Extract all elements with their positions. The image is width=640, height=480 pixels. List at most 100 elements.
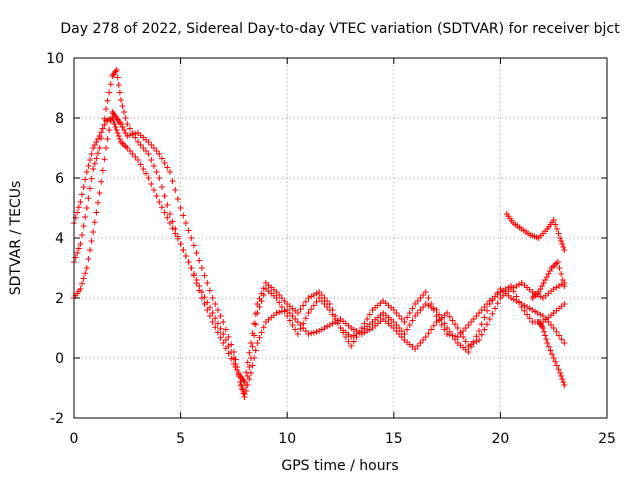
data-point: [249, 330, 256, 337]
data-point: [91, 219, 98, 226]
data-point: [452, 321, 459, 328]
data-point: [88, 151, 95, 157]
data-point: [148, 142, 155, 148]
data-point: [243, 369, 250, 376]
data-point: [513, 293, 520, 300]
x-tick-label: 25: [598, 431, 616, 447]
data-point: [543, 336, 550, 343]
data-point: [414, 310, 421, 316]
data-point: [281, 298, 288, 304]
data-point: [409, 317, 416, 324]
data-point: [77, 286, 84, 292]
data-point: [78, 232, 85, 238]
data-point: [454, 325, 461, 331]
data-point: [417, 307, 424, 313]
data-point: [86, 247, 93, 253]
data-point: [177, 205, 184, 211]
data-point: [273, 295, 280, 301]
data-point: [553, 328, 560, 335]
data-point: [182, 220, 189, 226]
data-point: [260, 324, 267, 331]
data-point: [484, 321, 491, 328]
data-point: [174, 196, 181, 202]
data-point: [294, 310, 301, 316]
data-point: [494, 300, 501, 307]
data-point: [313, 298, 320, 305]
data-point: [332, 313, 339, 319]
data-point: [158, 204, 165, 211]
data-point: [302, 328, 309, 334]
data-point: [99, 167, 106, 174]
data-point: [140, 166, 147, 172]
data-point: [252, 310, 259, 317]
data-point: [161, 209, 168, 216]
data-point: [190, 242, 197, 249]
data-point: [247, 355, 254, 361]
data-point: [316, 289, 323, 295]
data-point: [177, 241, 184, 247]
data-point: [220, 331, 227, 337]
data-point: [557, 235, 564, 241]
data-point: [132, 154, 139, 160]
data-point: [353, 334, 360, 340]
data-point: [481, 304, 488, 310]
data-point: [409, 305, 416, 312]
data-point: [214, 307, 221, 313]
data-point: [452, 333, 459, 340]
data-point: [85, 195, 92, 202]
data-point: [390, 307, 397, 313]
data-point: [115, 82, 122, 88]
series-track-5: [529, 259, 568, 301]
data-point: [115, 133, 122, 139]
data-point: [260, 285, 267, 292]
data-point: [94, 150, 101, 157]
data-point: [111, 121, 118, 127]
data-point: [318, 292, 325, 298]
data-point: [201, 301, 208, 307]
data-point: [225, 334, 232, 340]
data-point: [558, 336, 565, 343]
data-point: [457, 331, 464, 337]
data-point: [422, 289, 429, 295]
data-point: [258, 290, 265, 297]
y-tick-label: 0: [55, 351, 64, 367]
y-tick-label: 6: [55, 171, 64, 187]
data-point: [209, 295, 216, 301]
data-point: [198, 295, 205, 301]
data-point: [545, 343, 552, 350]
data-point: [542, 332, 549, 339]
data-point: [481, 314, 488, 321]
data-point: [75, 245, 82, 252]
data-point: [492, 305, 499, 312]
data-point: [172, 187, 179, 193]
data-point: [342, 334, 349, 340]
data-point: [558, 271, 565, 277]
data-point: [153, 169, 160, 175]
x-tick-label: 20: [491, 431, 509, 447]
x-tick-label: 5: [176, 431, 185, 447]
data-point: [104, 136, 111, 142]
data-point: [417, 295, 424, 301]
data-point: [558, 238, 565, 244]
data-point: [174, 235, 181, 242]
data-point: [137, 161, 144, 168]
data-point: [425, 330, 432, 337]
data-point: [85, 163, 92, 169]
data-point: [180, 212, 187, 219]
data-point: [396, 313, 403, 319]
data-point: [98, 178, 105, 185]
data-point: [222, 337, 229, 343]
data-point: [239, 385, 246, 391]
data-point: [252, 347, 259, 354]
data-point: [292, 316, 299, 322]
y-axis-label: SDTVAR / TECUs: [8, 181, 24, 296]
data-point: [153, 193, 160, 199]
data-point: [166, 211, 173, 217]
data-point: [244, 359, 251, 366]
data-point: [561, 247, 568, 253]
data-point: [318, 298, 325, 304]
data-point: [305, 310, 312, 316]
data-point: [310, 302, 317, 309]
data-point: [555, 366, 562, 373]
data-point: [80, 275, 87, 282]
